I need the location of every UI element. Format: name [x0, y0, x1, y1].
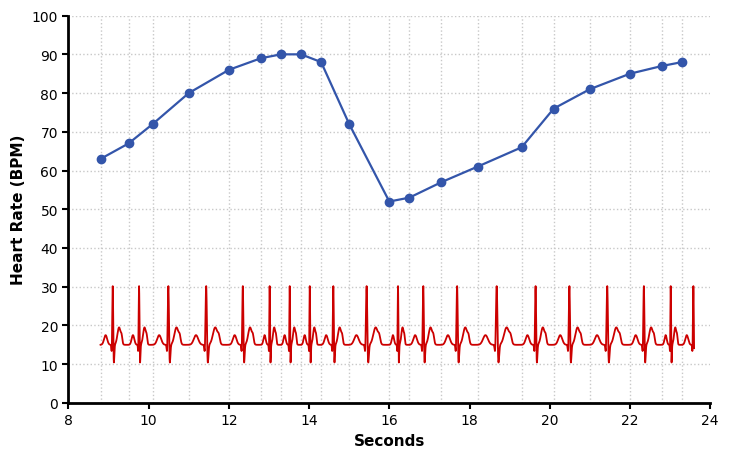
- Y-axis label: Heart Rate (BPM): Heart Rate (BPM): [11, 135, 26, 285]
- X-axis label: Seconds: Seconds: [353, 433, 425, 448]
